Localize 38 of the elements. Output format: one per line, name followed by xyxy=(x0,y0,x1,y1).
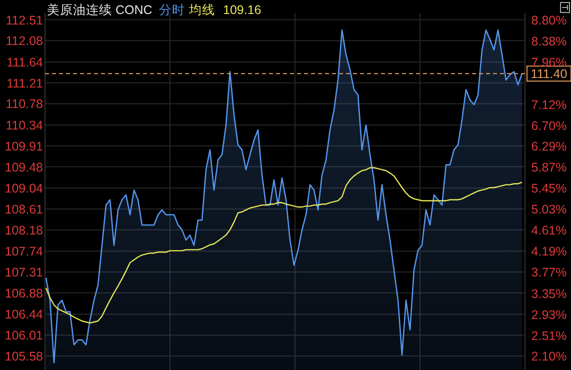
y2-tick-label: 2.51% xyxy=(531,328,567,343)
y2-tick-label: 7.12% xyxy=(531,98,567,112)
y-tick-label: 110.78 xyxy=(6,97,44,112)
y2-tick-label: 3.35% xyxy=(531,286,567,301)
y-tick-label: 106.01 xyxy=(4,328,44,343)
y-tick-label: 107.74 xyxy=(4,244,44,259)
y2-tick-label: 6.70% xyxy=(531,118,567,133)
annotation: 109.16 xyxy=(223,3,262,17)
y-tick-label: 109.04 xyxy=(4,182,44,196)
y-tick-label: 109.91 xyxy=(4,139,44,154)
text: 均线 xyxy=(188,3,215,17)
y-tick-label: 107.31 xyxy=(4,266,44,280)
y2-tick-label: 3.77% xyxy=(531,266,567,280)
y-tick-label: 106.44 xyxy=(4,308,44,322)
y2-tick-label: 8.80% xyxy=(531,14,567,28)
y2-tick-label: 5.45% xyxy=(531,181,567,196)
y-tick-label: 105.58 xyxy=(4,349,44,364)
y-tick-label: 111.64 xyxy=(6,55,44,70)
ref-line-label: 111.40 xyxy=(530,67,568,82)
text: 分时 xyxy=(159,3,185,17)
y2-tick-label: 2.10% xyxy=(531,349,567,364)
y-tick-label: 108.18 xyxy=(4,223,44,238)
y-tick-label: 106.88 xyxy=(4,286,44,300)
y2-tick-label: 8.38% xyxy=(531,34,567,49)
y-tick-label: 108.61 xyxy=(4,202,44,216)
y2-tick-label: 4.61% xyxy=(531,224,567,238)
y2-tick-label: 5.03% xyxy=(531,202,567,217)
y2-tick-label: 2.93% xyxy=(531,308,567,322)
y-tick-label: 112.51 xyxy=(6,13,44,28)
y-tick-label: 111.21 xyxy=(6,76,44,90)
line-series xyxy=(45,167,523,324)
y-tick-label: 112.08 xyxy=(6,34,44,48)
chart-title: 美原油连续 CONC xyxy=(47,2,152,17)
y-tick-label: 109.48 xyxy=(4,160,44,174)
y2-tick-label: 6.29% xyxy=(531,139,567,154)
y2-tick-label: 4.19% xyxy=(531,244,567,259)
y-tick-label: 110.34 xyxy=(6,118,44,133)
y2-tick-label: 5.87% xyxy=(531,160,567,174)
